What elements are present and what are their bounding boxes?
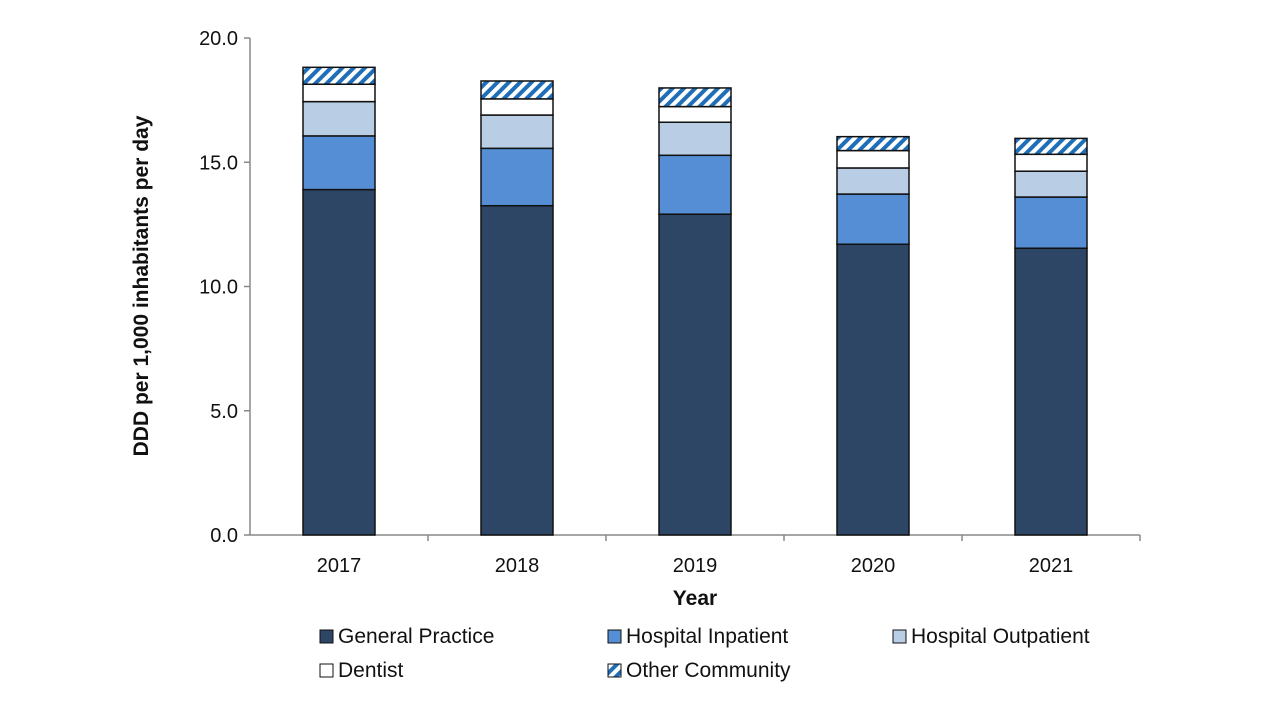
bar-segment-hospital-inpatient (1014, 196, 1088, 249)
bar-segment-hospital-inpatient (658, 154, 732, 215)
legend-label: Hospital Outpatient (911, 625, 1090, 648)
legend-label: Hospital Inpatient (626, 625, 788, 648)
legend-swatch (892, 629, 907, 644)
bar-segment-hospital-inpatient (836, 193, 910, 246)
legend-label: Other Community (626, 659, 791, 682)
legend-swatch (607, 663, 622, 678)
bar-segment-dentist (658, 105, 732, 123)
y-tick-label: 0.0 (210, 525, 238, 547)
y-tick-label: 10.0 (199, 277, 238, 299)
y-axis-label: DDD per 1,000 inhabitants per day (130, 115, 153, 456)
bar-segment-dentist (480, 98, 554, 116)
bar-segment-general-practice (836, 243, 910, 536)
bar-segment-other-community (658, 87, 732, 108)
bar-segment-other-community (836, 135, 910, 152)
bar-segment-hospital-outpatient (658, 121, 732, 157)
x-tick-label: 2019 (673, 555, 718, 577)
bar-segment-hospital-outpatient (302, 100, 376, 137)
bar-segment-dentist (836, 149, 910, 169)
bar-segment-hospital-inpatient (480, 147, 554, 207)
x-tick-label: 2018 (495, 555, 540, 577)
bar-segment-general-practice (1014, 247, 1088, 536)
legend-label: Dentist (338, 659, 404, 682)
bar-segment-general-practice (658, 213, 732, 536)
x-axis-label: Year (673, 587, 717, 610)
legend-swatch (319, 629, 334, 644)
bar-segment-dentist (1014, 153, 1088, 172)
bar-segment-hospital-inpatient (302, 135, 376, 191)
bar-segment-hospital-outpatient (836, 167, 910, 195)
bar-segment-other-community (480, 80, 554, 100)
bar-segment-dentist (302, 83, 376, 103)
legend-label: General Practice (338, 625, 494, 648)
bar-segment-other-community (1014, 137, 1088, 156)
bar-segment-other-community (302, 66, 376, 85)
legend-swatch (607, 629, 622, 644)
legend-swatch (319, 663, 334, 678)
bar-segment-hospital-outpatient (480, 114, 554, 150)
y-tick-label: 20.0 (199, 28, 238, 50)
x-tick-label: 2021 (1029, 555, 1074, 577)
x-tick-label: 2017 (317, 555, 362, 577)
x-tick-label: 2020 (851, 555, 896, 577)
bar-segment-general-practice (480, 204, 554, 536)
bar-segment-hospital-outpatient (1014, 170, 1088, 198)
y-tick-label: 5.0 (210, 401, 238, 423)
y-tick-label: 15.0 (199, 152, 238, 174)
bar-segment-general-practice (302, 188, 376, 536)
